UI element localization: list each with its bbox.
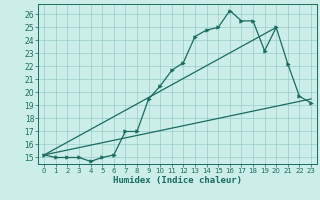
X-axis label: Humidex (Indice chaleur): Humidex (Indice chaleur)	[113, 176, 242, 185]
